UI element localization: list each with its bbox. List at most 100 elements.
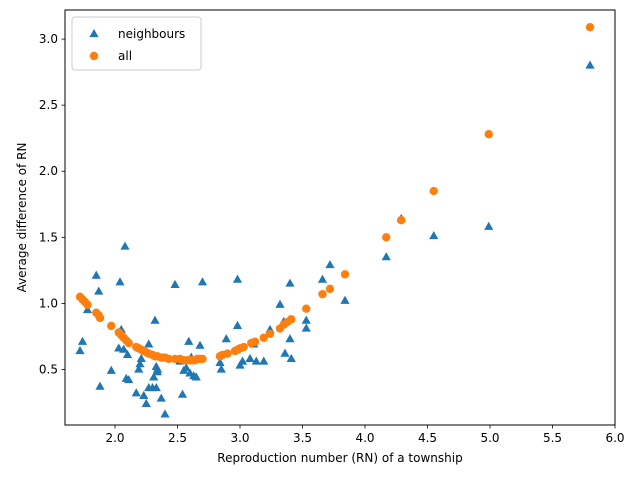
data-point-neighbours bbox=[144, 339, 154, 348]
data-point-neighbours bbox=[170, 279, 180, 289]
y-tick-label: 0.5 bbox=[39, 362, 58, 376]
data-point-all bbox=[382, 233, 391, 242]
axes-frame bbox=[64, 9, 616, 426]
data-point-neighbours bbox=[317, 274, 328, 283]
data-point-neighbours bbox=[95, 381, 105, 390]
y-tick-label: 1.5 bbox=[39, 230, 58, 244]
y-tick-label: 3.0 bbox=[39, 32, 58, 46]
x-tick-label: 6.0 bbox=[605, 431, 624, 445]
data-point-neighbours bbox=[152, 364, 163, 373]
data-point-neighbours bbox=[149, 372, 159, 381]
data-point-neighbours bbox=[237, 356, 248, 365]
data-point-neighbours bbox=[134, 364, 144, 373]
legend-marker-neighbours bbox=[89, 29, 99, 38]
data-point-neighbours bbox=[91, 270, 101, 279]
data-point-neighbours bbox=[75, 345, 85, 355]
data-point-neighbours bbox=[150, 315, 160, 324]
data-point-neighbours bbox=[184, 336, 194, 345]
data-point-neighbours bbox=[195, 340, 205, 349]
x-tick-label: 2.0 bbox=[105, 431, 124, 445]
data-point-neighbours bbox=[106, 365, 116, 374]
x-tick-label: 3.0 bbox=[230, 431, 249, 445]
series-neighbours bbox=[75, 60, 595, 418]
data-point-neighbours bbox=[381, 252, 391, 261]
data-point-all bbox=[83, 300, 92, 309]
data-point-neighbours bbox=[114, 343, 124, 352]
legend-box bbox=[71, 16, 202, 71]
plot-marks bbox=[75, 22, 595, 418]
y-axis-label: Average difference of RN bbox=[15, 143, 29, 293]
data-point-neighbours bbox=[141, 398, 151, 407]
data-point-neighbours bbox=[301, 323, 311, 332]
data-point-all bbox=[95, 313, 105, 323]
data-point-neighbours bbox=[232, 274, 243, 283]
data-point-neighbours bbox=[251, 356, 261, 365]
data-point-all bbox=[259, 333, 268, 342]
data-point-neighbours bbox=[181, 363, 191, 372]
data-point-neighbours bbox=[221, 334, 231, 343]
data-point-neighbours bbox=[115, 277, 125, 286]
x-tick-label: 5.0 bbox=[480, 431, 499, 445]
legend: neighbours all bbox=[71, 16, 202, 71]
data-point-all bbox=[397, 215, 406, 225]
data-point-all bbox=[484, 130, 493, 139]
data-point-neighbours bbox=[156, 393, 166, 402]
data-point-neighbours bbox=[215, 357, 225, 366]
data-point-all bbox=[107, 321, 116, 331]
data-point-neighbours bbox=[151, 382, 161, 392]
y-tick-label: 2.0 bbox=[39, 164, 58, 178]
data-point-neighbours bbox=[280, 348, 290, 357]
data-point-neighbours bbox=[177, 389, 188, 398]
data-point-all bbox=[302, 304, 311, 313]
x-tick-label: 4.5 bbox=[418, 431, 437, 445]
x-tick-label: 2.5 bbox=[168, 431, 187, 445]
x-tick-label: 5.5 bbox=[543, 431, 562, 445]
data-point-neighbours bbox=[216, 364, 226, 373]
data-point-neighbours bbox=[484, 221, 494, 230]
data-point-neighbours bbox=[259, 356, 269, 365]
data-point-neighbours bbox=[340, 295, 350, 304]
data-point-all bbox=[223, 349, 232, 358]
data-point-neighbours bbox=[131, 388, 141, 397]
legend-label-all: all bbox=[118, 49, 132, 63]
y-tick-label: 2.5 bbox=[39, 98, 58, 112]
data-point-neighbours bbox=[585, 60, 595, 69]
data-point-neighbours bbox=[286, 353, 296, 363]
data-point-neighbours bbox=[82, 305, 93, 314]
data-point-neighbours bbox=[191, 372, 201, 381]
data-point-neighbours bbox=[94, 286, 104, 295]
legend-label-neighbours: neighbours bbox=[118, 27, 185, 41]
x-axis-ticks: 2.0 2.5 3.0 3.5 4.0 4.5 5.0 5.5 6.0 bbox=[105, 425, 625, 445]
data-point-all bbox=[287, 315, 296, 324]
x-tick-label: 4.0 bbox=[355, 431, 374, 445]
data-point-neighbours bbox=[245, 353, 255, 363]
data-point-all bbox=[585, 22, 595, 32]
series-all bbox=[75, 22, 595, 365]
data-point-neighbours bbox=[77, 336, 88, 345]
data-point-neighbours bbox=[120, 241, 130, 250]
y-axis-ticks: 0.5 1.0 1.5 2.0 2.5 3.0 bbox=[39, 32, 65, 376]
data-point-neighbours bbox=[136, 353, 146, 363]
x-axis-label: Reproduction number (RN) of a township bbox=[217, 451, 462, 465]
data-point-neighbours bbox=[119, 344, 129, 353]
data-point-neighbours bbox=[325, 260, 335, 269]
data-point-all bbox=[340, 270, 350, 279]
data-point-all bbox=[325, 284, 335, 294]
data-point-neighbours bbox=[135, 359, 145, 368]
legend-marker-all bbox=[89, 51, 99, 61]
data-point-neighbours bbox=[429, 231, 439, 240]
data-point-neighbours bbox=[301, 315, 311, 324]
data-point-all bbox=[164, 354, 173, 364]
data-point-neighbours bbox=[197, 277, 208, 286]
data-point-neighbours bbox=[122, 349, 133, 359]
y-tick-label: 1.0 bbox=[39, 296, 58, 310]
data-point-all bbox=[265, 329, 275, 339]
data-point-neighbours bbox=[285, 334, 295, 343]
data-point-all bbox=[239, 342, 248, 352]
data-point-all bbox=[198, 354, 207, 364]
data-point-neighbours bbox=[139, 390, 149, 400]
data-point-neighbours bbox=[285, 278, 295, 287]
data-point-neighbours bbox=[232, 320, 243, 329]
